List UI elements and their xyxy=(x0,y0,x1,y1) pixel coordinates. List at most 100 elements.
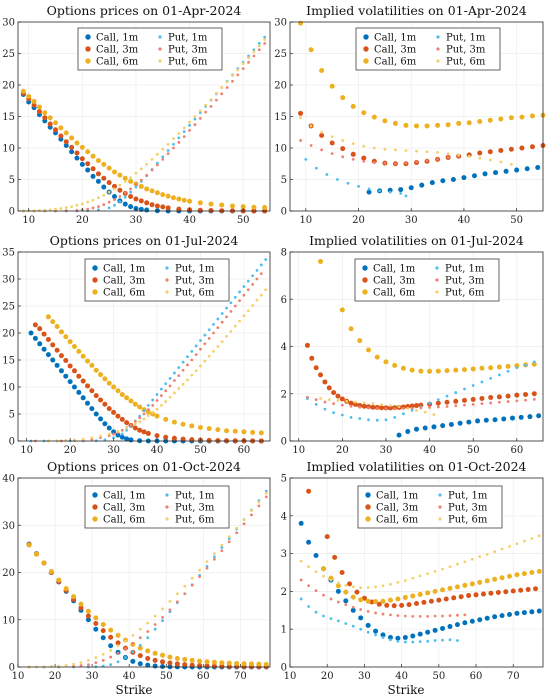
data-point xyxy=(436,398,440,402)
data-point xyxy=(326,385,332,391)
data-point xyxy=(112,183,118,189)
data-point xyxy=(358,615,364,621)
data-point xyxy=(314,570,318,574)
data-point xyxy=(374,354,380,360)
y-tick-label: 25 xyxy=(2,302,15,313)
data-point xyxy=(220,312,224,315)
panel-title: Options prices on 01-Jul-2024 xyxy=(50,233,239,248)
data-point xyxy=(209,98,213,101)
legend-label: Put, 6m xyxy=(446,57,486,68)
data-point xyxy=(64,663,68,667)
data-point xyxy=(227,535,231,538)
legend-marker xyxy=(362,277,368,283)
data-point xyxy=(163,434,169,440)
data-point xyxy=(336,398,340,402)
legend-label: Call, 1m xyxy=(103,264,146,275)
data-point xyxy=(182,126,186,130)
legend-box xyxy=(354,258,500,302)
data-point xyxy=(203,342,207,346)
data-point xyxy=(323,400,327,404)
data-point xyxy=(167,660,173,666)
data-point xyxy=(309,124,313,128)
data-point xyxy=(329,597,333,601)
data-point xyxy=(433,569,437,573)
data-point xyxy=(187,198,193,204)
data-point xyxy=(309,355,315,361)
data-point xyxy=(214,91,218,95)
data-point xyxy=(264,491,268,495)
data-point xyxy=(76,389,82,395)
data-point xyxy=(514,363,520,369)
data-point xyxy=(85,161,91,167)
data-point xyxy=(471,173,477,179)
y-tick-label: 2 xyxy=(281,587,287,598)
data-point xyxy=(349,404,353,408)
legend-marker xyxy=(165,266,169,270)
data-point xyxy=(242,522,246,526)
data-point xyxy=(155,393,159,396)
data-point xyxy=(523,391,529,397)
data-point xyxy=(524,364,527,367)
data-point xyxy=(489,401,493,405)
data-point xyxy=(117,187,123,193)
legend-label: Put, 6m xyxy=(445,288,485,299)
panel-3: 10 20 30 40 50 60 0 2 4 6 8 Implied volatilities on… xyxy=(281,233,544,456)
data-point xyxy=(79,156,85,162)
data-point xyxy=(514,572,520,578)
data-point xyxy=(186,378,189,382)
data-point xyxy=(63,586,69,592)
y-tick-label: 2 xyxy=(281,389,287,400)
data-point xyxy=(410,633,416,639)
data-point xyxy=(124,647,127,650)
data-point xyxy=(132,425,138,431)
data-point xyxy=(241,429,247,435)
data-point xyxy=(182,135,186,139)
data-point xyxy=(251,204,257,210)
data-point xyxy=(145,409,151,415)
data-point xyxy=(335,393,341,399)
data-point xyxy=(351,585,355,589)
data-point xyxy=(124,395,130,401)
data-point xyxy=(164,389,168,393)
data-point xyxy=(518,587,524,593)
data-point xyxy=(351,605,355,609)
data-point xyxy=(220,340,224,344)
data-point xyxy=(319,132,325,138)
data-point xyxy=(90,153,96,159)
data-point xyxy=(403,122,409,128)
data-point xyxy=(415,149,418,153)
y-tick-label: 0 xyxy=(9,663,15,674)
data-point xyxy=(213,557,216,561)
data-point xyxy=(371,114,377,120)
data-point xyxy=(250,513,253,517)
data-point xyxy=(215,438,221,444)
data-point xyxy=(372,146,376,150)
data-point xyxy=(247,56,250,60)
data-point xyxy=(366,189,372,195)
data-point xyxy=(448,421,454,427)
data-point xyxy=(122,175,128,181)
data-point xyxy=(58,125,64,131)
data-point xyxy=(63,358,69,364)
data-point xyxy=(429,180,435,186)
data-point xyxy=(435,368,441,374)
data-point xyxy=(351,157,355,161)
data-point xyxy=(64,439,68,442)
data-point xyxy=(20,88,26,94)
data-point xyxy=(480,380,484,384)
data-point xyxy=(95,171,101,177)
x-tick-label: 20 xyxy=(352,215,365,226)
data-point xyxy=(365,598,371,604)
x-tick-label: 40 xyxy=(458,215,471,226)
data-point xyxy=(354,400,357,404)
data-point xyxy=(432,627,438,633)
data-point xyxy=(124,420,130,426)
data-point xyxy=(134,183,138,186)
data-point xyxy=(427,368,433,374)
data-point xyxy=(101,658,105,662)
data-point xyxy=(436,405,440,409)
data-point xyxy=(309,144,313,147)
data-point xyxy=(240,204,246,210)
data-point xyxy=(112,169,118,175)
